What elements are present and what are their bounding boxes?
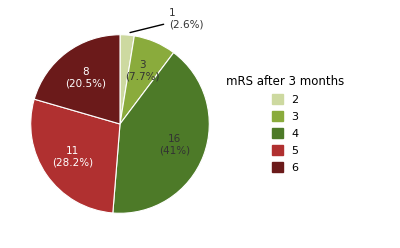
Wedge shape [34, 35, 120, 124]
Legend: 2, 3, 4, 5, 6: 2, 3, 4, 5, 6 [226, 75, 344, 173]
Text: 11
(28.2%): 11 (28.2%) [52, 146, 93, 168]
Text: 1
(2.6%): 1 (2.6%) [130, 8, 204, 32]
Wedge shape [120, 36, 174, 124]
Wedge shape [113, 53, 209, 213]
Wedge shape [31, 99, 120, 213]
Text: 16
(41%): 16 (41%) [159, 134, 190, 155]
Wedge shape [120, 35, 134, 124]
Text: 8
(20.5%): 8 (20.5%) [65, 67, 106, 88]
Text: 3
(7.7%): 3 (7.7%) [126, 60, 160, 81]
